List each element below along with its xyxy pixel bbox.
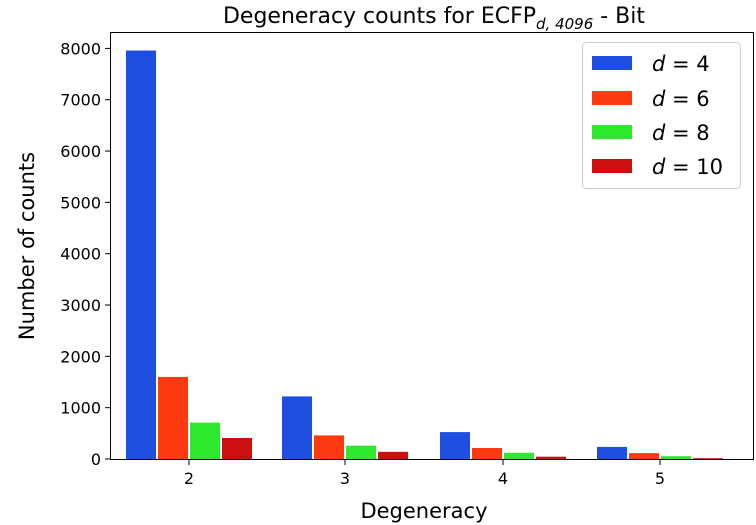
legend-swatch xyxy=(592,56,632,70)
bar-2-series-2 xyxy=(158,376,188,459)
x-ticks: 2 3 4 5 xyxy=(184,459,665,488)
y-ticks: 0 1000 2000 3000 4000 5000 6000 7000 8000 xyxy=(60,39,111,469)
x-tick-label: 5 xyxy=(655,469,665,488)
bar-4-series-1 xyxy=(440,432,470,459)
y-tick-label: 8000 xyxy=(60,39,101,58)
y-tick-label: 2000 xyxy=(60,347,101,366)
legend-label: d = 4 xyxy=(652,52,710,76)
bar-3-series-4 xyxy=(378,451,408,459)
y-tick-label: 5000 xyxy=(60,193,101,212)
bar-2-series-3 xyxy=(190,422,220,459)
bar-4-series-3 xyxy=(504,452,534,459)
x-axis-label: Degeneracy xyxy=(360,499,487,523)
legend-frame xyxy=(582,42,741,189)
x-tick-label: 4 xyxy=(498,469,508,488)
bar-5-series-2 xyxy=(629,453,659,459)
legend: d = 4 d = 6 d = 8 d = 10 xyxy=(582,42,741,189)
bar-2-series-4 xyxy=(222,438,252,459)
bar-2-series-1 xyxy=(126,50,156,459)
bar-3-series-3 xyxy=(346,445,376,459)
bar-3-series-1 xyxy=(282,396,312,459)
y-tick-label: 3000 xyxy=(60,296,101,315)
y-tick-label: 0 xyxy=(91,450,101,469)
bar-5-series-1 xyxy=(597,446,627,459)
x-tick-label: 2 xyxy=(184,469,194,488)
legend-label: d = 10 xyxy=(652,155,723,179)
y-tick-label: 6000 xyxy=(60,142,101,161)
y-tick-label: 4000 xyxy=(60,245,101,264)
bar-5-series-3 xyxy=(661,456,691,459)
bar-4-series-2 xyxy=(472,448,502,459)
bar-4-series-4 xyxy=(536,456,566,459)
legend-swatch xyxy=(592,91,632,105)
y-tick-label: 7000 xyxy=(60,91,101,110)
legend-label: d = 8 xyxy=(652,121,710,145)
legend-label: d = 6 xyxy=(652,87,710,111)
x-tick-label: 3 xyxy=(340,469,350,488)
legend-swatch xyxy=(592,159,632,173)
y-tick-label: 1000 xyxy=(60,399,101,418)
plot-frame xyxy=(110,32,754,460)
bar-5-series-4 xyxy=(693,458,723,459)
legend-swatch xyxy=(592,125,632,139)
y-axis-label: Number of counts xyxy=(15,152,39,340)
chart-title: Degeneracy counts for ECFPd, 4096 - Bit xyxy=(223,4,645,33)
bar-3-series-2 xyxy=(314,435,344,459)
bars xyxy=(126,50,723,459)
